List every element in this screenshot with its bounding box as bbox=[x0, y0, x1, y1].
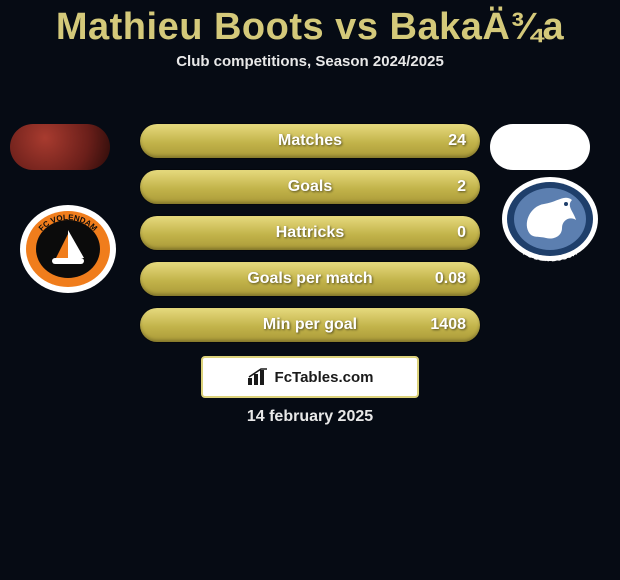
stat-row-gpm: Goals per match 0.08 bbox=[140, 262, 480, 296]
stat-value-right: 0 bbox=[457, 216, 466, 250]
den-bosch-badge-icon: FC DEN BOSCH bbox=[500, 176, 600, 266]
page-title: Mathieu Boots vs BakaÄ¾a bbox=[0, 0, 620, 49]
stat-label: Hattricks bbox=[140, 216, 480, 250]
stat-value-right: 1408 bbox=[430, 308, 466, 342]
stat-row-matches: Matches 24 bbox=[140, 124, 480, 158]
stat-value-right: 24 bbox=[448, 124, 466, 158]
brand-link[interactable]: FcTables.com bbox=[201, 356, 419, 398]
brand-text: FcTables.com bbox=[275, 369, 374, 386]
player-avatar-left-image bbox=[10, 124, 110, 170]
stat-value-right: 2 bbox=[457, 170, 466, 204]
volendam-badge-icon: FC VOLENDAM bbox=[18, 204, 118, 294]
club-badge-right: FC DEN BOSCH bbox=[500, 176, 600, 266]
stat-row-goals: Goals 2 bbox=[140, 170, 480, 204]
stat-label: Goals bbox=[140, 170, 480, 204]
player-avatar-left bbox=[10, 124, 110, 170]
stat-row-hattricks: Hattricks 0 bbox=[140, 216, 480, 250]
bar-chart-icon bbox=[247, 368, 269, 386]
stat-label: Min per goal bbox=[140, 308, 480, 342]
player-avatar-right bbox=[490, 124, 590, 170]
club-badge-left: FC VOLENDAM bbox=[18, 204, 118, 294]
stat-value-right: 0.08 bbox=[435, 262, 466, 296]
comparison-card: Mathieu Boots vs BakaÄ¾a Club competitio… bbox=[0, 0, 620, 580]
stat-label: Matches bbox=[140, 124, 480, 158]
stat-row-mpg: Min per goal 1408 bbox=[140, 308, 480, 342]
page-subtitle: Club competitions, Season 2024/2025 bbox=[0, 53, 620, 70]
stat-label: Goals per match bbox=[140, 262, 480, 296]
stats-rows: Matches 24 Goals 2 Hattricks 0 Goals per… bbox=[140, 124, 480, 354]
comparison-date: 14 february 2025 bbox=[0, 408, 620, 426]
